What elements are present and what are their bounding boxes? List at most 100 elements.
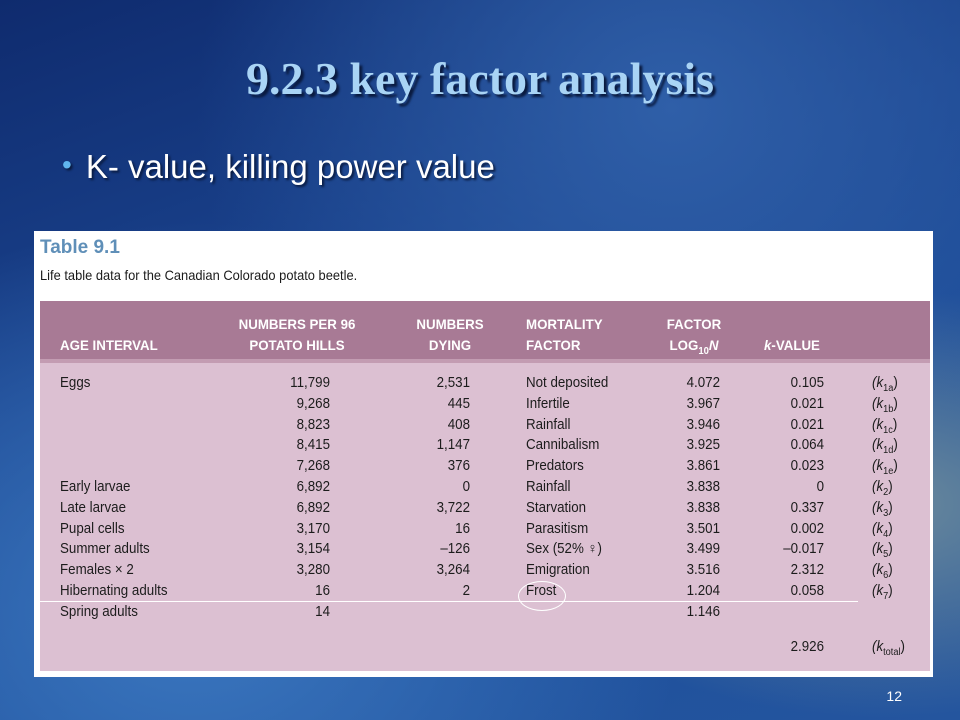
table-cell-n: 3,280 [296, 562, 330, 579]
table-cell-d: 408 [447, 416, 470, 433]
table-cell-n: 9,268 [296, 395, 330, 412]
table-cell-k: 0.021 [790, 416, 824, 433]
header-k-rest: -VALUE [771, 337, 820, 353]
table-cell-age: Summer adults [60, 541, 150, 558]
table-cell-d: 16 [455, 520, 470, 537]
table-cell-d: 2,531 [436, 375, 470, 391]
table-row-2-k-label: (k1c) [872, 415, 897, 441]
table-cell-n: 3,154 [296, 541, 330, 558]
table-cell-age: Spring adults [60, 603, 138, 620]
table-cell-n: 8,823 [296, 416, 330, 433]
table-cell-factor: Predators [526, 458, 584, 475]
table-cell-d: 445 [447, 395, 470, 412]
table-cell-n: 14 [315, 603, 330, 620]
table-cell-k: 0.002 [790, 520, 824, 537]
bullet-text: K- value, killing power value [85, 148, 495, 185]
table-cell-n: 8,415 [296, 437, 330, 454]
table-cell-log: 3.499 [686, 541, 720, 558]
table-cell-age: Eggs [60, 375, 91, 391]
k-label-close: ) [888, 520, 893, 537]
table-cell-n: 7,268 [296, 458, 330, 475]
k-label-subscript: 7 [883, 590, 889, 602]
table-cell-log: 1.204 [686, 583, 720, 599]
header-mortality-factor-line2: FACTOR [526, 337, 581, 353]
table-cell-log: 3.838 [686, 499, 720, 516]
table-cell-k: 2.312 [790, 562, 824, 579]
table-cell-factor: Emigration [526, 562, 590, 579]
table-number: Table 9.1 [40, 237, 120, 258]
k-label-close: ) [888, 541, 893, 558]
table-row-7-k-label: (k4) [872, 519, 893, 545]
k-label-symbol: (k [872, 416, 884, 433]
table-cell-factor: Cannibalism [526, 437, 600, 454]
k-label-subscript: 1c [883, 424, 893, 436]
table-row-0-k-label: (k1a) [872, 373, 898, 399]
k-label-close: ) [893, 458, 898, 475]
header-k-italic: k [764, 337, 772, 353]
table-cell-n: 3,170 [296, 520, 330, 537]
highlight-underline [40, 601, 858, 602]
table-cell-k: 0.021 [790, 395, 824, 412]
k-label-close: ) [888, 562, 893, 579]
k-label-symbol: (k [872, 395, 884, 412]
table-cell-age: Females × 2 [60, 562, 134, 579]
k-label-subscript: 6 [883, 570, 889, 582]
table-header-divider [40, 359, 930, 363]
table-cell-age: Early larvae [60, 479, 131, 495]
slide-title: 9.2.3 key factor analysis [245, 53, 715, 104]
frost-highlight-circle [518, 581, 566, 611]
k-label-close: ) [893, 375, 898, 391]
header-log-sub: 10 [698, 345, 709, 357]
k-label-subscript: 4 [883, 528, 889, 540]
table-cell-k: 0.064 [790, 437, 824, 454]
table-cell-factor: Not deposited [526, 375, 609, 391]
k-label-symbol: (k [872, 437, 884, 454]
table-cell-d: 0 [462, 479, 470, 495]
table-row-5-k-label: (k2) [872, 477, 893, 503]
header-factor-log: FACTOR LOG10N [654, 314, 734, 362]
k-label-subscript: total [883, 646, 901, 658]
k-label-close: ) [888, 583, 893, 599]
k-label-subscript: 5 [883, 549, 889, 561]
k-label-subscript: 1b [883, 403, 894, 415]
table-cell-n: 6,892 [296, 479, 330, 495]
table-cell-n: 11,799 [290, 375, 330, 391]
table-cell-d: 3,264 [436, 562, 470, 579]
k-label-symbol: (k [872, 638, 884, 655]
k-label-symbol: (k [872, 583, 884, 599]
table-cell-factor: Starvation [526, 499, 587, 516]
table-cell-log: 3.838 [686, 479, 720, 495]
table-cell-log: 3.861 [686, 458, 720, 475]
bullet-dot-icon: • [62, 149, 72, 180]
table-cell-n: 6,892 [296, 499, 330, 516]
table-cell-log: 3.925 [686, 437, 720, 454]
table-row-6-k-label: (k3) [872, 498, 893, 524]
table-row-9-k-label: (k6) [872, 560, 893, 586]
table-caption: Life table data for the Canadian Colorad… [40, 267, 358, 283]
header-numbers-dying-line1: NUMBERS [416, 316, 484, 332]
table-row-1-k-label: (k1b) [872, 394, 898, 420]
table-cell-factor: Infertile [526, 395, 570, 412]
k-label-close: ) [893, 395, 898, 412]
total-k-value: 2.926 [790, 638, 824, 655]
k-label-symbol: (k [872, 520, 884, 537]
table-cell-k: 0.105 [790, 375, 824, 391]
table-cell-log: 4.072 [686, 375, 720, 391]
table-cell-factor: Parasitism [526, 520, 589, 537]
header-numbers-per-96-line1: NUMBERS PER 96 [238, 316, 356, 332]
k-label-symbol: (k [872, 562, 884, 579]
k-label-symbol: (k [872, 479, 884, 495]
header-factor-log-line1: FACTOR [666, 316, 722, 332]
k-label-symbol: (k [872, 375, 884, 391]
table-cell-d: 2 [462, 583, 470, 599]
header-mortality-factor: MORTALITY FACTOR [526, 314, 603, 356]
k-label-subscript: 1e [883, 466, 894, 478]
k-label-subscript: 2 [883, 486, 889, 498]
header-age-interval: AGE INTERVAL [60, 337, 158, 353]
header-log-text: LOG [669, 337, 699, 353]
k-label-close: ) [888, 499, 893, 516]
header-numbers-per-96-line2: POTATO HILLS [249, 337, 345, 353]
table-cell-d: –126 [440, 541, 470, 558]
k-label-close: ) [888, 479, 893, 495]
table-cell-age: Hibernating adults [60, 583, 168, 599]
